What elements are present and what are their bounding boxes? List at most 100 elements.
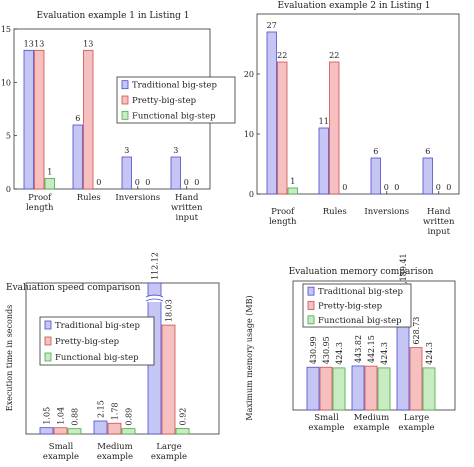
y-tick-label: 20 (244, 70, 254, 79)
chart-example-2: Evaluation example 2 in Listing 1 01020P… (244, 1, 460, 237)
data-label: 1 (47, 167, 52, 176)
legend-label: Traditional big-step (318, 287, 403, 297)
bar-pretty-big-step-2 (161, 324, 176, 435)
data-label: 0 (145, 178, 150, 187)
category-label: Rules (77, 193, 101, 203)
bar-pretty-big-step-1 (107, 422, 122, 435)
chart-example-1: Evaluation example 1 in Listing 1 051015… (1, 11, 236, 223)
data-label: 6 (425, 147, 430, 156)
y-axis-label: Maximum memory usage (MB) (245, 295, 254, 420)
bar-traditional-big-step-2 (370, 157, 381, 195)
data-label: 1.05 (43, 407, 52, 425)
legend-label: Traditional big-step (55, 321, 140, 331)
bar-pretty-big-step-1 (329, 61, 340, 195)
bar-functional-big-step-0 (287, 187, 298, 195)
category-label: example (97, 452, 133, 462)
legend-swatch (121, 95, 129, 105)
bar-traditional-big-step-1 (93, 420, 108, 435)
data-label: 11 (319, 117, 329, 126)
data-label: 0 (394, 183, 399, 192)
legend-label: Pretty-big-step (318, 302, 383, 312)
data-label: 22 (277, 51, 287, 60)
bar-pretty-big-step-0 (277, 61, 288, 195)
bar-functional-big-step-2 (175, 428, 190, 435)
data-label: 424.3 (425, 342, 434, 365)
category-label: Medium (354, 413, 389, 423)
bar-traditional-big-step-0 (266, 31, 277, 195)
data-label: 6 (75, 114, 80, 123)
data-label: 0.88 (71, 408, 80, 426)
y-axis-label: Execution time in seconds (5, 305, 14, 411)
bar-pretty-big-step-0 (53, 427, 68, 435)
category-label: Hand (175, 193, 199, 203)
y-tick-label: 10 (1, 78, 11, 87)
y-tick-label: 10 (244, 130, 254, 139)
category-label: Medium (97, 442, 132, 452)
bar-traditional-big-step-3 (170, 156, 181, 190)
data-label: 0 (384, 183, 389, 192)
data-label: 0.92 (179, 408, 188, 426)
data-label: 6 (373, 147, 378, 156)
data-label: 1.04 (57, 407, 66, 425)
category-label: written (171, 203, 203, 213)
data-label: 0 (342, 183, 347, 192)
y-tick-label: 5 (6, 132, 11, 141)
data-label: 443.82 (354, 335, 363, 363)
y-tick-label: 0 (6, 185, 11, 194)
data-label: 0 (135, 178, 140, 187)
data-label: 0.89 (125, 408, 134, 426)
bar-traditional-big-step-1 (351, 365, 365, 411)
data-label: 1,189.41 (399, 253, 408, 289)
data-label: 0 (184, 178, 189, 187)
category-label: Proof (271, 207, 295, 217)
bar-functional-big-step-1 (377, 367, 391, 411)
bar-functional-big-step-0 (332, 367, 346, 411)
label-group: 430.99 430.95 424.3 443.82 442.15 424.3 1,189.… (309, 253, 434, 365)
axis-break-line (145, 298, 164, 302)
bar-pretty-big-step-0 (319, 366, 333, 411)
bar-traditional-big-step-0 (23, 49, 34, 190)
data-label: 442.15 (367, 335, 376, 363)
category-label: Proof (28, 193, 52, 203)
legend-swatch (121, 80, 129, 90)
legend-label: Traditional big-step (132, 81, 217, 91)
bar-traditional-big-step-1 (72, 124, 83, 190)
bar-traditional-big-step-3 (422, 157, 433, 195)
legend-swatch (121, 110, 129, 120)
bar-traditional-big-step-0 (306, 366, 320, 411)
legend-label: Functional big-step (318, 316, 402, 326)
legend-swatch (307, 301, 315, 310)
category-label: example (398, 423, 434, 433)
data-label: 18.03 (165, 299, 174, 322)
legend-swatch (307, 315, 315, 325)
legend: Traditional big-step Pretty-big-step Funct… (302, 283, 412, 328)
data-label: 430.95 (322, 336, 331, 364)
axis-break-line (145, 294, 164, 298)
data-label: 27 (267, 21, 277, 30)
category-label: example (308, 423, 344, 433)
category-label: example (151, 452, 187, 462)
bar-group (266, 31, 433, 195)
category-label: length (269, 217, 297, 227)
data-label: 3 (173, 146, 178, 155)
category-label: input (427, 227, 450, 237)
bar-functional-big-step-0 (44, 177, 55, 190)
data-label: 22 (329, 51, 339, 60)
category-label: Rules (323, 207, 347, 217)
legend-label: Functional big-step (132, 111, 216, 121)
legend: Traditional big-step Pretty-big-step Funct… (116, 76, 236, 124)
legend-box (302, 283, 412, 328)
bar-functional-big-step-2 (422, 367, 436, 411)
data-label: 13 (34, 39, 44, 48)
legend-label: Functional big-step (55, 353, 139, 363)
chart-speed: Evaluation speed comparison Execution ti… (5, 252, 220, 462)
bar-traditional-big-step-2 (121, 156, 132, 190)
bar-pretty-big-step-1 (364, 365, 378, 411)
category-label: Small (49, 442, 74, 452)
category-label: written (423, 217, 455, 227)
data-label: 628.73 (412, 317, 421, 345)
bar-traditional-big-step-1 (318, 127, 329, 195)
